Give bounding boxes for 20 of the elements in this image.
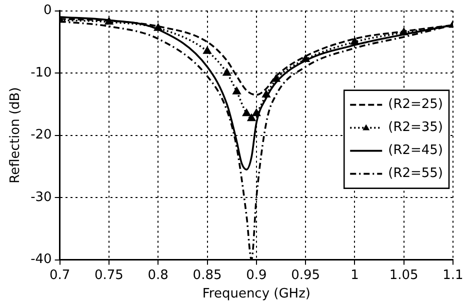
x-tick-label: 1 <box>350 268 359 283</box>
y-tick-label: -40 <box>30 252 52 268</box>
x-tick-label: 0.85 <box>192 268 222 283</box>
y-tick-label: -20 <box>30 128 52 143</box>
legend-label: (R2=45) <box>388 143 444 158</box>
legend-label: (R2=35) <box>388 120 444 136</box>
y-tick-label: -30 <box>30 190 52 205</box>
x-tick-label: 0.75 <box>94 268 124 283</box>
x-tick-label: 0.9 <box>246 268 267 283</box>
y-tick-label: 0 <box>44 3 52 18</box>
x-tick-label: 0.7 <box>49 268 70 283</box>
x-tick-label: 0.95 <box>291 268 320 283</box>
x-tick-label: 1.1 <box>442 268 464 283</box>
x-tick-label: 0.8 <box>148 268 168 283</box>
x-tick-label: 1.05 <box>389 268 418 283</box>
legend-label: (R2=25) <box>388 97 444 112</box>
x-axis-title: Frequency (GHz) <box>202 286 310 302</box>
legend-label: (R2=55) <box>388 166 444 182</box>
y-axis-title: Reflection (dB) <box>8 87 24 184</box>
y-tick-label: -10 <box>30 65 52 80</box>
